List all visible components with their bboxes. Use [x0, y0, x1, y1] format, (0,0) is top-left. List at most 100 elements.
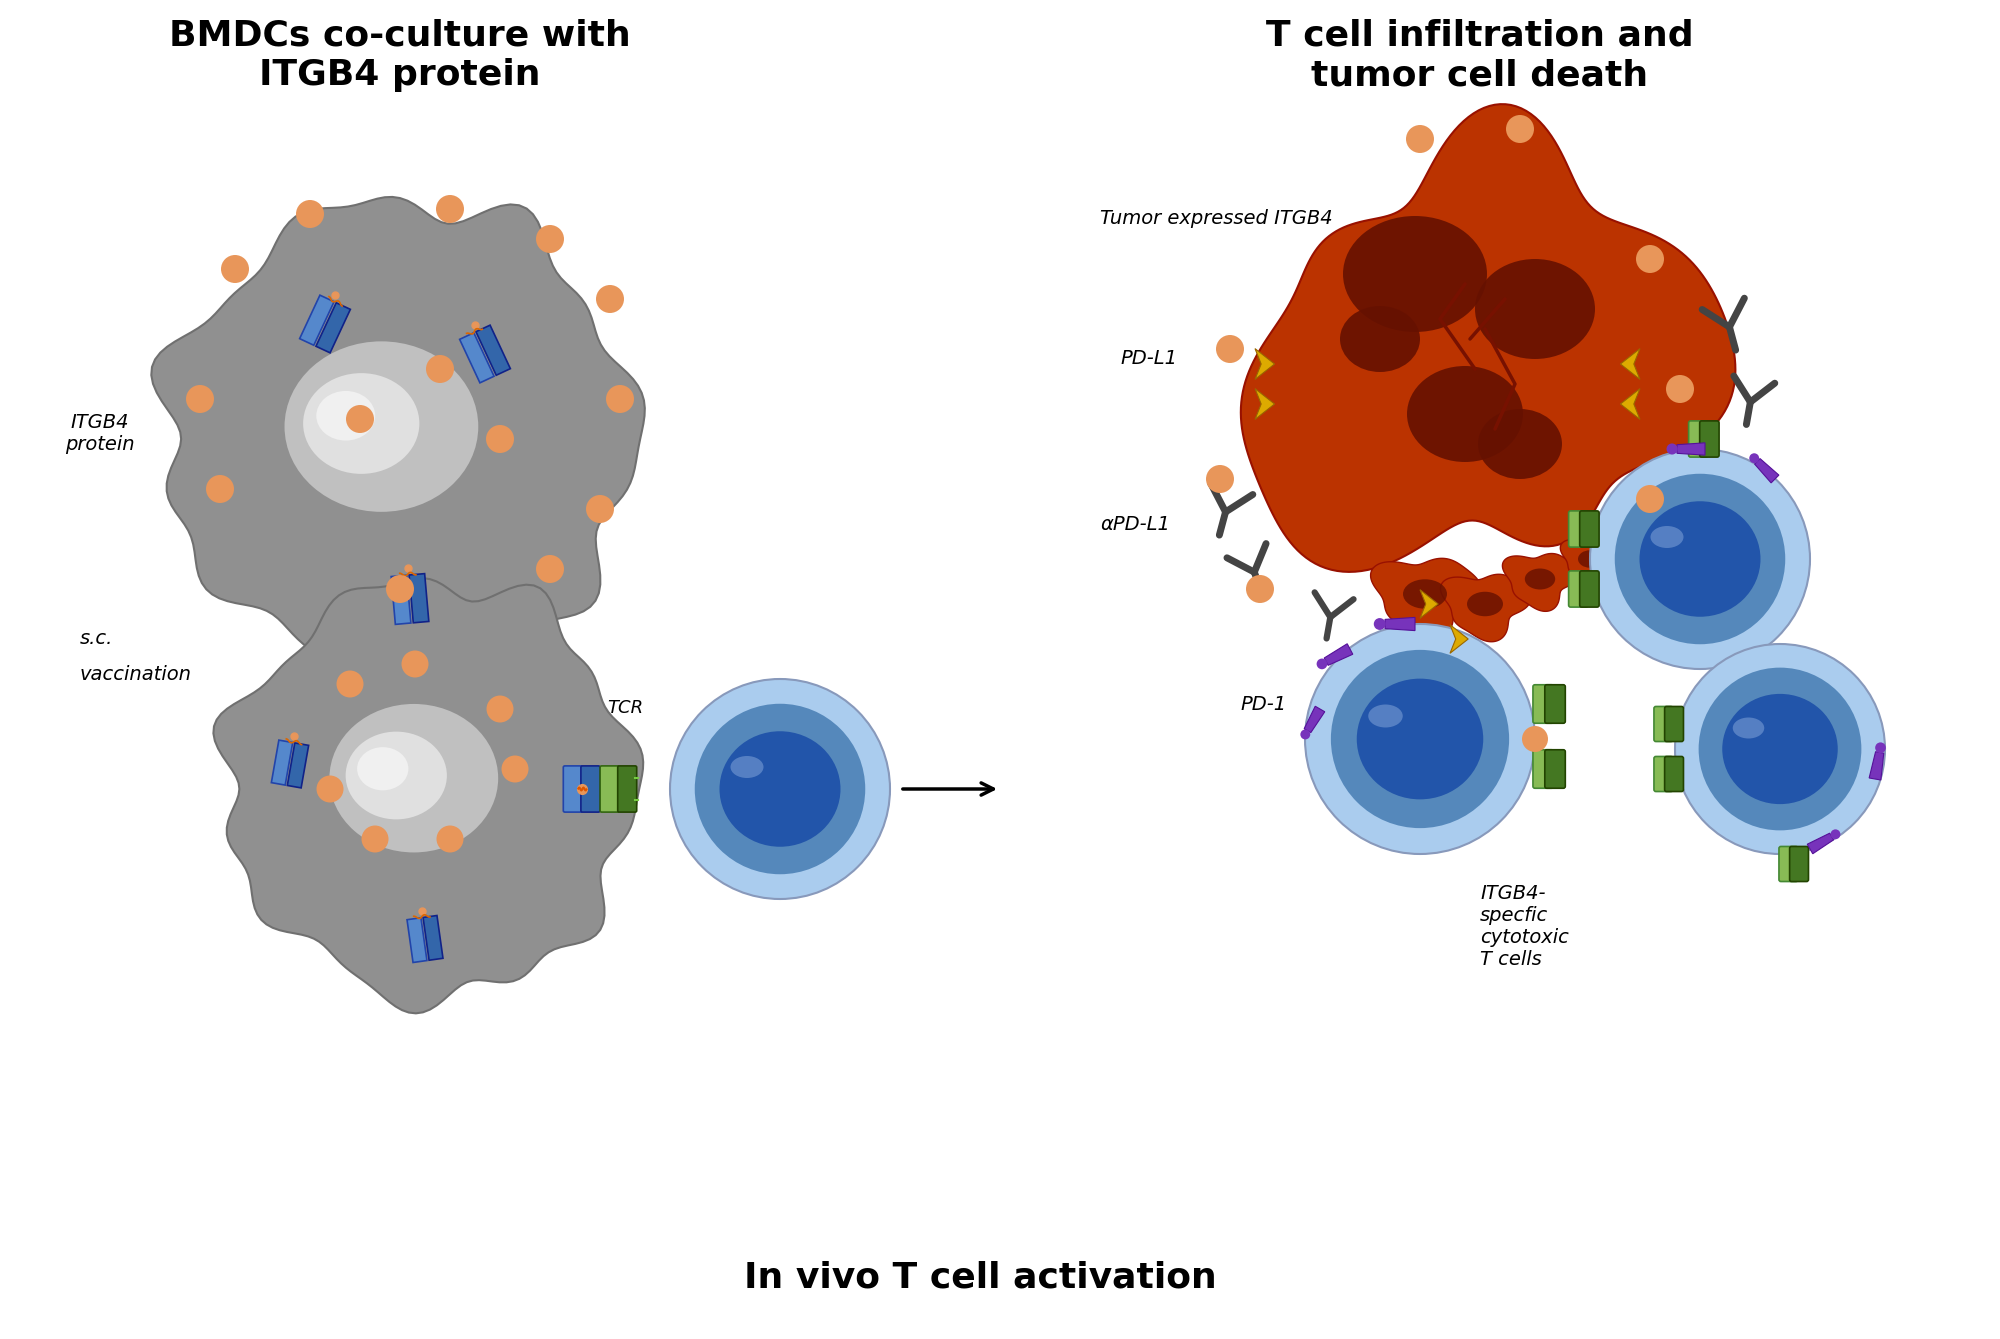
Polygon shape [214, 578, 644, 1014]
Polygon shape [1324, 644, 1352, 665]
FancyBboxPatch shape [1568, 511, 1588, 548]
Polygon shape [1620, 388, 1640, 419]
Circle shape [1374, 619, 1386, 629]
Circle shape [362, 826, 388, 853]
Polygon shape [1678, 443, 1704, 455]
FancyBboxPatch shape [1654, 757, 1672, 791]
Circle shape [1216, 335, 1244, 363]
Circle shape [426, 355, 454, 383]
Polygon shape [460, 333, 494, 383]
Polygon shape [1560, 538, 1620, 586]
FancyBboxPatch shape [1544, 684, 1566, 723]
Circle shape [536, 554, 564, 582]
Circle shape [1206, 465, 1234, 493]
Circle shape [436, 826, 464, 853]
Circle shape [1406, 125, 1434, 153]
FancyBboxPatch shape [1580, 570, 1600, 607]
Polygon shape [1870, 751, 1884, 781]
Ellipse shape [1468, 592, 1504, 616]
Ellipse shape [1356, 679, 1484, 799]
Polygon shape [1384, 617, 1414, 631]
Polygon shape [288, 743, 308, 787]
Ellipse shape [346, 731, 446, 819]
Text: ITGB4-
specfic
cytotoxic
T cells: ITGB4- specfic cytotoxic T cells [1480, 884, 1568, 969]
Ellipse shape [1698, 668, 1862, 830]
Text: TCR: TCR [606, 699, 644, 716]
Polygon shape [1420, 589, 1438, 619]
Circle shape [1876, 742, 1886, 753]
Circle shape [346, 404, 374, 432]
Polygon shape [152, 197, 644, 696]
Circle shape [1300, 730, 1310, 739]
FancyBboxPatch shape [1568, 570, 1588, 607]
Circle shape [1666, 375, 1694, 403]
Ellipse shape [1344, 216, 1488, 332]
Text: αPD-L1: αPD-L1 [1100, 514, 1170, 533]
Circle shape [536, 225, 564, 253]
FancyBboxPatch shape [1654, 707, 1672, 742]
Circle shape [436, 195, 464, 224]
Circle shape [502, 755, 528, 782]
Ellipse shape [1304, 624, 1536, 854]
Ellipse shape [358, 747, 408, 790]
Polygon shape [1754, 458, 1778, 483]
Ellipse shape [284, 341, 478, 511]
Ellipse shape [1676, 644, 1884, 854]
Text: MHC: MHC [388, 664, 432, 683]
FancyBboxPatch shape [600, 766, 620, 811]
Polygon shape [1440, 574, 1530, 641]
Text: ITGB4-DCs: ITGB4-DCs [250, 578, 430, 608]
Polygon shape [424, 916, 442, 960]
Ellipse shape [1578, 550, 1602, 568]
Text: s.c.: s.c. [80, 629, 114, 648]
Polygon shape [1808, 833, 1834, 854]
Polygon shape [1240, 104, 1736, 572]
Ellipse shape [730, 757, 764, 778]
Circle shape [586, 495, 614, 524]
Ellipse shape [330, 704, 498, 853]
Text: Tumor expressed ITGB4: Tumor expressed ITGB4 [1100, 209, 1332, 229]
Ellipse shape [1614, 474, 1786, 644]
FancyBboxPatch shape [618, 766, 636, 811]
Polygon shape [410, 573, 428, 623]
Circle shape [596, 285, 624, 313]
Ellipse shape [1476, 258, 1596, 359]
Text: In vivo T cell activation: In vivo T cell activation [744, 1260, 1216, 1293]
Circle shape [1636, 245, 1664, 273]
Polygon shape [1502, 553, 1578, 612]
Circle shape [1830, 829, 1840, 840]
Ellipse shape [1722, 694, 1838, 805]
Polygon shape [392, 576, 410, 624]
Circle shape [1522, 726, 1548, 753]
Polygon shape [1450, 625, 1468, 653]
Polygon shape [272, 740, 292, 785]
Circle shape [1750, 454, 1760, 463]
FancyBboxPatch shape [1532, 684, 1554, 723]
Ellipse shape [670, 679, 890, 898]
Circle shape [296, 200, 324, 228]
Ellipse shape [1368, 704, 1402, 727]
Circle shape [186, 386, 214, 412]
Ellipse shape [1478, 408, 1562, 479]
Ellipse shape [304, 374, 420, 474]
Polygon shape [300, 295, 334, 345]
FancyBboxPatch shape [1580, 511, 1600, 548]
Ellipse shape [1408, 366, 1524, 462]
Polygon shape [1256, 388, 1274, 419]
Ellipse shape [316, 391, 376, 441]
Circle shape [1246, 574, 1274, 603]
Polygon shape [1304, 706, 1324, 732]
FancyBboxPatch shape [1664, 757, 1684, 791]
FancyBboxPatch shape [1688, 420, 1708, 457]
Circle shape [486, 424, 514, 453]
Polygon shape [1620, 348, 1640, 379]
Ellipse shape [1340, 307, 1420, 372]
Circle shape [402, 651, 428, 678]
Polygon shape [476, 325, 510, 375]
Ellipse shape [1404, 580, 1448, 609]
Circle shape [1666, 443, 1678, 454]
Circle shape [606, 386, 634, 412]
Ellipse shape [720, 731, 840, 846]
Text: T cell infiltration and
tumor cell death: T cell infiltration and tumor cell death [1266, 19, 1694, 92]
FancyBboxPatch shape [1544, 750, 1566, 789]
